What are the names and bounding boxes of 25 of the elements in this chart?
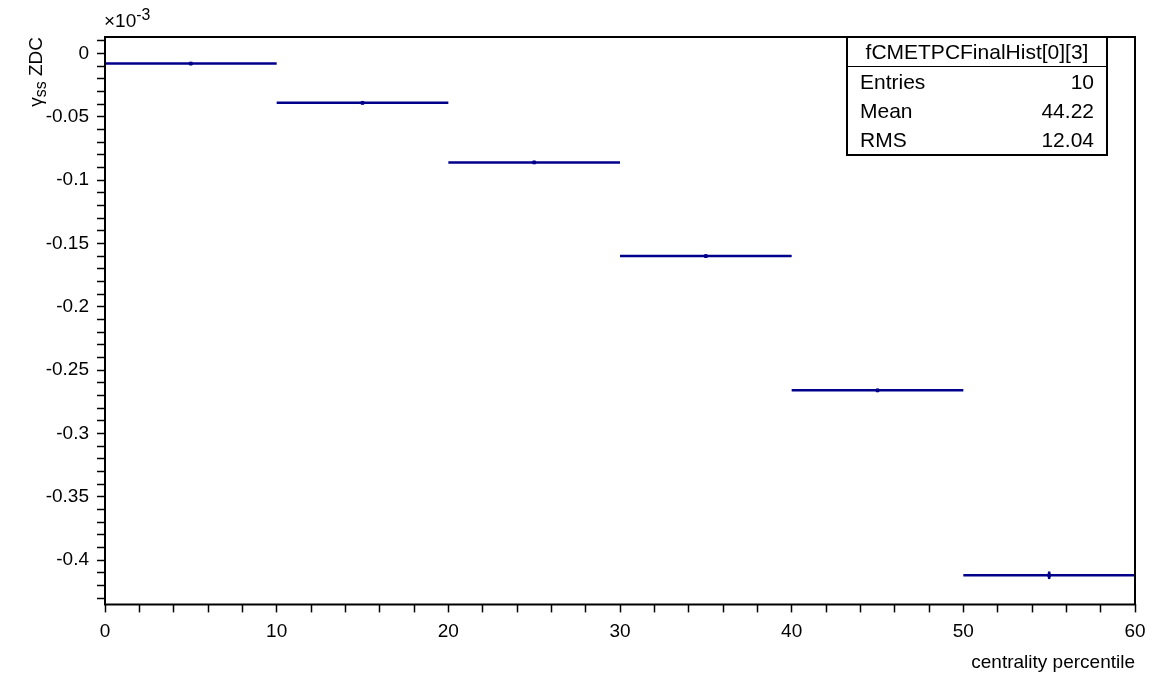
- annotation: RMS: [860, 127, 907, 153]
- x-tick-label: 50: [952, 620, 974, 642]
- y-tick-label: -0.15: [45, 231, 89, 253]
- x-tick-label: 40: [781, 620, 803, 642]
- x-tick-label: 10: [266, 620, 288, 642]
- y-tick-label: -0.2: [56, 295, 89, 316]
- y-tick-label: -0.35: [45, 484, 89, 506]
- annotation: 12.04: [1041, 127, 1094, 153]
- y-tick-label: -0.25: [45, 358, 89, 380]
- annotation: Entries: [860, 69, 926, 95]
- x-tick-label: 20: [437, 620, 459, 642]
- x-axis-title: centrality percentile: [971, 650, 1135, 672]
- y-tick-label: -0.3: [56, 421, 89, 443]
- y-tick-label: 0: [78, 41, 89, 63]
- x-tick-label: 30: [609, 620, 631, 642]
- annotation: 44.22: [1041, 98, 1094, 124]
- y-tick-label: -0.1: [56, 168, 89, 190]
- annotation: fCMETPCFinalHist[0][3]: [848, 38, 1106, 67]
- annotation: 10: [1070, 69, 1094, 95]
- x-tick-label: 0: [99, 620, 111, 642]
- y-tick-label: -0.05: [45, 105, 89, 127]
- text: ×10$^{-3}$: [104, 6, 151, 33]
- annotation: Mean: [860, 98, 913, 124]
- x-tick-label: 60: [1124, 620, 1146, 642]
- y-tick-label: -0.4: [56, 548, 90, 570]
